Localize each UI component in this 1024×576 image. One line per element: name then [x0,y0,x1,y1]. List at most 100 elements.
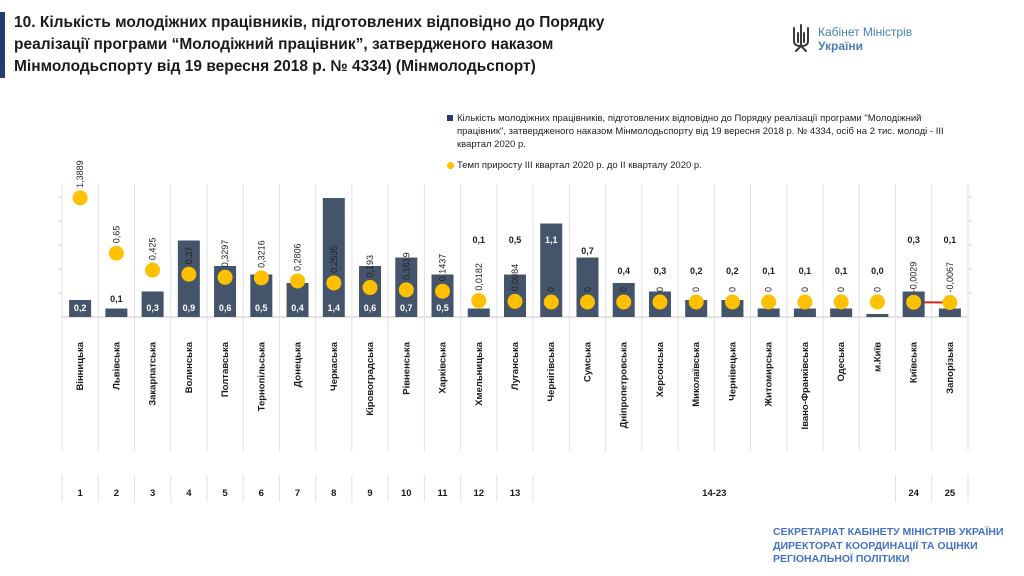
region-label: Львівська [111,341,122,389]
bar [467,308,490,317]
rank-label: 2 [114,488,119,499]
bar-value-label: 0,7 [581,246,594,256]
bar-value-label: 0,7 [400,303,413,313]
bar [540,223,563,317]
region-label: Запорізька [945,341,956,394]
growth-dot [652,294,668,310]
bar [286,283,309,317]
growth-dot [145,262,161,278]
bar-value-label: 0,0 [871,266,884,276]
legend-dots-label: Темп приросту ІІІ квартал 2020 р. до ІІ … [457,160,702,171]
growth-value-label: 0 [727,287,737,292]
bar-value-label: 0,2 [690,266,703,276]
region-label: Сумська [582,341,593,382]
growth-value-label: 0,3216 [256,240,266,268]
region-label: м.Київ [872,342,883,372]
footer-line2: ДИРЕКТОРАТ КООРДИНАЦІЇ ТА ОЦІНКИ [773,539,978,552]
growth-value-label: 0,425 [148,238,158,261]
growth-dot [108,245,124,261]
bar [830,308,853,317]
bar-value-label: 0,3 [907,235,920,245]
bar-value-label: 0,3 [654,266,667,276]
bar [69,300,92,317]
region-label: Полтавська [220,341,231,397]
region-label: Дніпропетровська [619,341,630,428]
rank-label: 13 [510,488,521,499]
growth-dot [326,275,342,291]
legend-dots: Темп приросту ІІІ квартал 2020 р. до ІІ … [447,159,967,172]
chart-legend: Кількість молодіжних працівників, підгот… [447,112,967,180]
logo-line2: України [818,39,864,53]
logo-line1: Кабінет Міністрів [818,25,913,39]
trident-icon [793,24,809,52]
region-label: Миколаївська [691,341,702,406]
region-label: Херсонська [655,341,666,397]
growth-value-label: -0,0029 [909,262,919,293]
region-label: Рівненська [401,341,412,394]
growth-dot [217,269,233,285]
growth-value-label: 0,193 [365,255,375,278]
footer-line1: СЕКРЕТАРІАТ КАБІНЕТУ МІНІСТРІВ УКРАЇНИ [773,526,1004,538]
growth-dot [724,294,740,310]
region-label: Черкаська [329,341,340,391]
bar-value-label: 0,1 [835,266,848,276]
growth-dot [688,294,704,310]
bar-value-label: 0,1 [110,294,123,304]
rank-label: 25 [945,488,956,499]
bar [938,308,961,317]
bar-value-label: 0,2 [74,303,87,313]
growth-dot [869,294,885,310]
bar [250,274,273,317]
bar-value-label: 0,5 [255,303,268,313]
growth-value-label: 0,37 [184,247,194,265]
region-label: Вінницька [75,341,86,390]
rank-label: 1 [77,488,83,499]
bar-value-label: 1,1 [545,235,558,245]
rank-label: 7 [295,488,300,499]
legend-bar-swatch [447,115,453,121]
growth-dot [290,273,306,289]
cabinet-logo: Кабінет Міністрів України [790,22,950,56]
rank-label: 9 [367,488,372,499]
growth-value-label: 0 [836,287,846,292]
region-label: Закарпатська [148,341,159,406]
growth-dot [616,294,632,310]
rank-label: 10 [401,488,412,499]
bar-value-label: 0,4 [291,303,304,313]
growth-value-label: 1,3889 [75,160,85,188]
bar [793,308,816,317]
bar [141,291,164,317]
footer-line3: РЕГІОНАЛЬНОЇ ПОЛІТИКИ [773,553,910,565]
growth-value-label: 0,3297 [220,240,230,268]
region-label: Київська [909,341,920,383]
growth-value-label: 0,2806 [293,243,303,271]
rank-label: 3 [150,488,155,499]
bar [866,314,889,317]
rank-label: 6 [259,488,264,499]
growth-value-label: 0,1437 [438,254,448,282]
growth-dot [253,270,269,286]
region-label: Чернігівська [546,341,557,401]
growth-dot [543,294,559,310]
growth-value-label: 0 [582,287,592,292]
growth-value-label: -0,0067 [945,262,955,293]
rank-label: 8 [331,488,336,499]
growth-value-label: 0 [800,287,810,292]
region-label: Волинська [184,341,195,393]
region-label: Одеська [836,341,847,381]
growth-value-label: 0 [655,287,665,292]
growth-value-label: 0 [764,287,774,292]
growth-dot [507,293,523,309]
bar-value-label: 0,6 [219,303,232,313]
growth-dot [797,294,813,310]
bar-value-label: 0,5 [509,235,522,245]
bar-value-label: 0,3 [146,303,159,313]
bar-value-label: 1,4 [328,303,341,313]
title-accent-bar [0,12,5,78]
growth-value-label: 0 [872,287,882,292]
growth-dot [181,266,197,282]
page-title: 10. Кількість молодіжних працівників, пі… [14,14,605,75]
region-label: Тернопільська [256,341,267,411]
rank-label: 12 [473,488,484,499]
growth-value-label: 0 [619,287,629,292]
